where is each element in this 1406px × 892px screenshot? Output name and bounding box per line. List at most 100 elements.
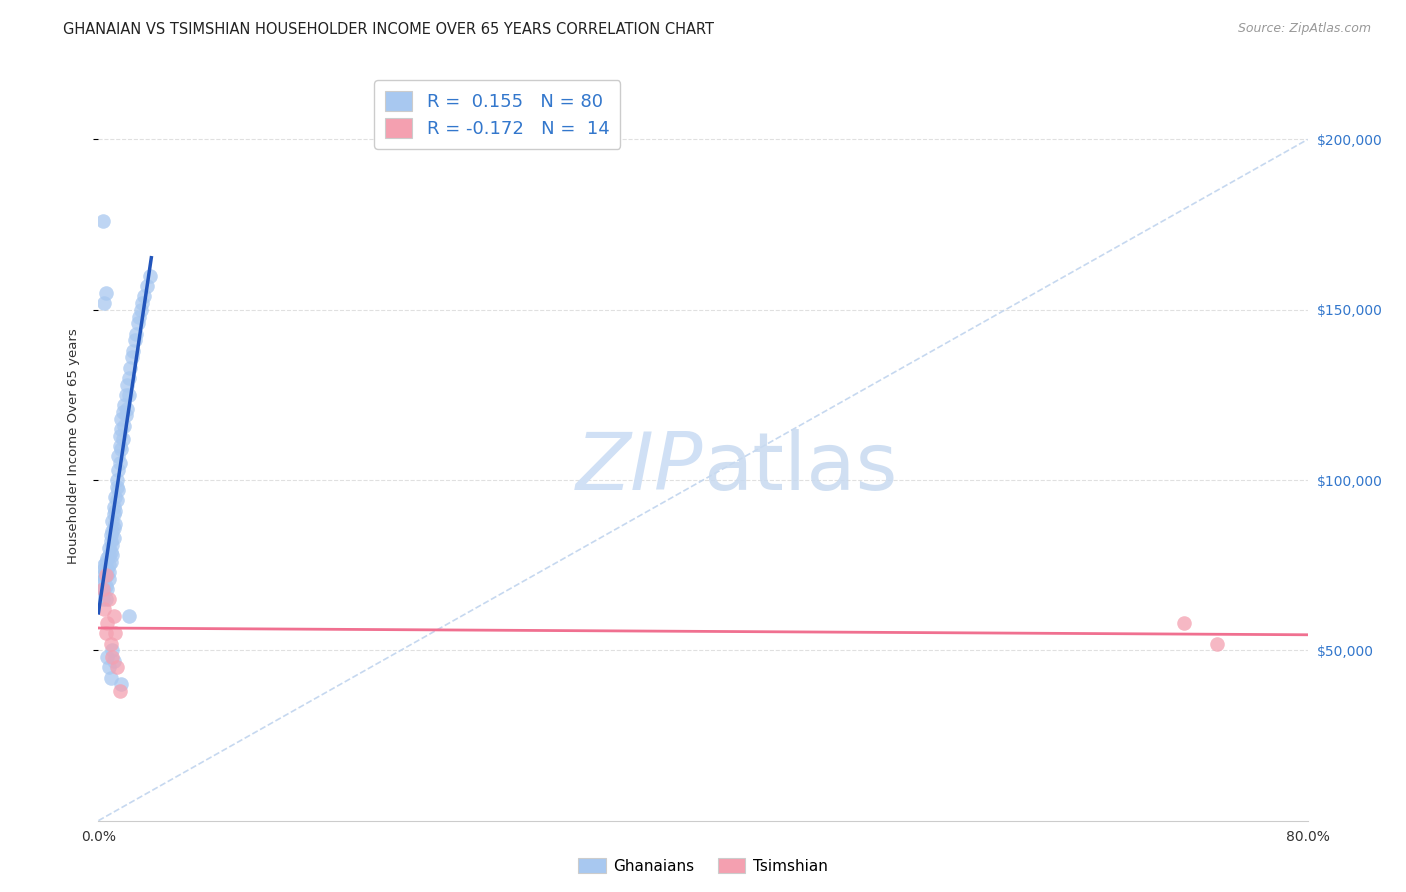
Point: [103, 654, 125, 668]
Point: [91, 582, 114, 596]
Point: [94, 555, 117, 569]
Point: [103, 521, 125, 535]
Point: [101, 650, 124, 665]
Point: [132, 289, 155, 303]
Point: [93, 558, 115, 573]
Point: [112, 418, 135, 433]
Text: Source: ZipAtlas.com: Source: ZipAtlas.com: [1237, 22, 1371, 36]
Point: [103, 531, 125, 545]
Point: [108, 439, 131, 453]
Point: [115, 401, 138, 416]
Point: [100, 671, 122, 685]
Point: [98, 660, 121, 674]
Point: [101, 643, 124, 657]
Point: [100, 555, 122, 569]
Point: [104, 490, 127, 504]
Text: GHANAIAN VS TSIMSHIAN HOUSEHOLDER INCOME OVER 65 YEARS CORRELATION CHART: GHANAIAN VS TSIMSHIAN HOUSEHOLDER INCOME…: [63, 22, 714, 37]
Point: [125, 326, 148, 341]
Point: [108, 684, 131, 698]
Point: [131, 296, 153, 310]
Point: [101, 548, 124, 562]
Point: [100, 636, 122, 650]
Point: [107, 449, 129, 463]
Point: [114, 388, 136, 402]
Point: [103, 609, 125, 624]
Point: [96, 561, 118, 575]
Point: [98, 541, 121, 556]
Point: [129, 302, 152, 317]
Point: [91, 568, 114, 582]
Point: [112, 398, 135, 412]
Legend: R =  0.155   N = 80, R = -0.172   N =  14: R = 0.155 N = 80, R = -0.172 N = 14: [374, 80, 620, 149]
Point: [98, 572, 121, 586]
Legend: Ghanaians, Tsimshian: Ghanaians, Tsimshian: [572, 852, 834, 880]
Point: [110, 411, 132, 425]
Point: [105, 493, 128, 508]
Point: [100, 527, 122, 541]
Point: [94, 565, 117, 579]
Point: [114, 409, 136, 423]
Point: [94, 285, 117, 300]
Point: [104, 504, 127, 518]
Point: [94, 592, 117, 607]
Point: [96, 616, 118, 631]
Y-axis label: Householder Income Over 65 years: Householder Income Over 65 years: [67, 328, 80, 564]
Point: [120, 360, 142, 375]
Point: [108, 429, 131, 443]
Point: [91, 214, 114, 228]
Point: [93, 572, 115, 586]
Point: [101, 538, 124, 552]
Point: [104, 517, 127, 532]
Point: [100, 534, 122, 549]
Point: [94, 568, 117, 582]
Point: [100, 544, 122, 558]
Point: [1206, 636, 1229, 650]
Point: [96, 650, 118, 665]
Point: [1173, 616, 1195, 631]
Point: [107, 463, 129, 477]
Point: [96, 551, 118, 566]
Text: ZIP: ZIP: [575, 429, 703, 508]
Point: [96, 568, 118, 582]
Point: [107, 483, 129, 498]
Point: [91, 592, 114, 607]
Point: [128, 310, 150, 324]
Text: atlas: atlas: [703, 429, 897, 508]
Point: [105, 473, 128, 487]
Point: [108, 456, 131, 470]
Point: [103, 500, 125, 515]
Point: [118, 609, 141, 624]
Point: [110, 422, 132, 436]
Point: [127, 317, 149, 331]
Point: [135, 279, 157, 293]
Point: [91, 582, 114, 596]
Point: [122, 343, 145, 358]
Point: [93, 602, 115, 616]
Point: [118, 388, 141, 402]
Point: [98, 592, 121, 607]
Point: [98, 548, 121, 562]
Point: [103, 507, 125, 521]
Point: [94, 579, 117, 593]
Point: [118, 371, 141, 385]
Point: [94, 626, 117, 640]
Point: [105, 480, 128, 494]
Point: [98, 558, 121, 573]
Point: [93, 561, 115, 575]
Point: [93, 296, 115, 310]
Point: [110, 677, 132, 691]
Point: [105, 660, 128, 674]
Point: [139, 268, 162, 283]
Point: [124, 334, 146, 348]
Point: [111, 405, 134, 419]
Point: [121, 351, 143, 365]
Point: [96, 582, 118, 596]
Point: [90, 575, 112, 590]
Point: [104, 626, 127, 640]
Point: [101, 524, 124, 538]
Point: [110, 442, 132, 457]
Point: [98, 565, 121, 579]
Point: [111, 432, 134, 446]
Point: [115, 377, 138, 392]
Point: [93, 582, 115, 596]
